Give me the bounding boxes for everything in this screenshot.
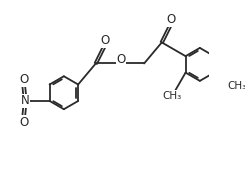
Text: O: O (116, 53, 126, 66)
Text: O: O (19, 73, 28, 86)
Text: CH₃: CH₃ (163, 91, 182, 101)
Text: CH₃: CH₃ (228, 81, 245, 91)
Text: O: O (19, 116, 28, 129)
Text: O: O (101, 34, 110, 47)
Text: N: N (21, 95, 29, 108)
Text: O: O (167, 13, 176, 26)
